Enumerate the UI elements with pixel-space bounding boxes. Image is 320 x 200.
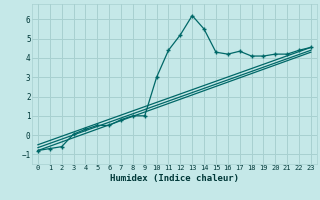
X-axis label: Humidex (Indice chaleur): Humidex (Indice chaleur) <box>110 174 239 183</box>
